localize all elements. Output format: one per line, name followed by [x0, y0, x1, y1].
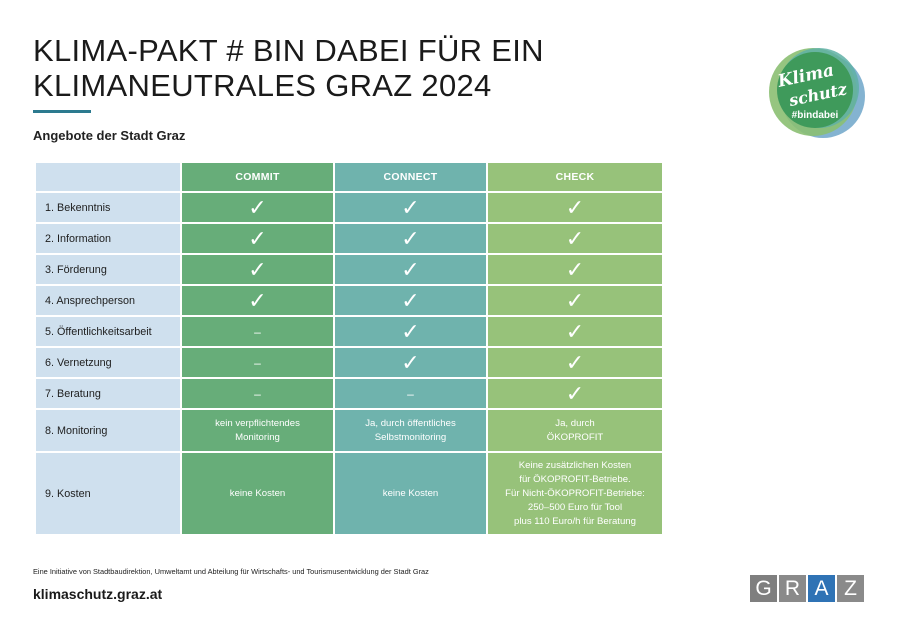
row-label: 5. Öffentlichkeitsarbeit [34, 315, 182, 348]
monitoring-connect-cell: Ja, durch öffentliches Selbstmonitoring [333, 408, 488, 453]
row-label: 7. Beratung [34, 377, 182, 410]
table-row: 4. Ansprechperson ✓ ✓ ✓ [34, 284, 664, 317]
cell-line: keine Kosten [382, 487, 439, 499]
cell-line: Ja, durch [555, 417, 595, 429]
check-icon: ✓ [180, 222, 335, 255]
cell-line: keine Kosten [229, 487, 286, 499]
costs-check-cell: Keine zusätzlichen Kosten für ÖKOPROFIT-… [486, 451, 664, 536]
costs-connect-cell: keine Kosten [333, 451, 488, 536]
row-label: 2. Information [34, 222, 182, 255]
cell-line: kein verpflichtendes [215, 417, 300, 429]
offer-table: COMMIT CONNECT CHECK 1. Bekenntnis ✓ ✓ ✓… [34, 161, 664, 536]
row-label: 9. Kosten [34, 451, 182, 536]
cell-line: Keine zusätzlichen Kosten [518, 459, 632, 471]
check-icon: ✓ [333, 315, 488, 348]
website-link[interactable]: klimaschutz.graz.at [33, 586, 163, 602]
check-icon: ✓ [333, 222, 488, 255]
check-icon: ✓ [333, 191, 488, 224]
cell-line: ÖKOPROFIT [546, 431, 604, 443]
monitoring-commit-cell: kein verpflichtendes Monitoring [180, 408, 335, 453]
cell-line: 250–500 Euro für Tool [527, 501, 623, 513]
cell-line: Selbstmonitoring [374, 431, 447, 443]
check-icon: ✓ [333, 253, 488, 286]
costs-commit-cell: keine Kosten [180, 451, 335, 536]
title-line-2: KLIMANEUTRALES GRAZ 2024 [33, 68, 492, 103]
check-icon: ✓ [333, 346, 488, 379]
check-icon: ✓ [180, 284, 335, 317]
cell-line: Für Nicht-ÖKOPROFIT-Betriebe: [505, 487, 645, 499]
dash-mark: – [180, 377, 335, 410]
title-underline [33, 110, 91, 113]
row-label: 6. Vernetzung [34, 346, 182, 379]
row-label: 4. Ansprechperson [34, 284, 182, 317]
check-icon: ✓ [486, 315, 664, 348]
graz-letter: A [808, 575, 835, 602]
table-row: 3. Förderung ✓ ✓ ✓ [34, 253, 664, 286]
column-header-commit: COMMIT [180, 161, 335, 193]
logo-hashtag: #bindabei [792, 110, 839, 121]
cell-line: plus 110 Euro/h für Beratung [514, 515, 636, 527]
logo-circle-dark-green [777, 52, 853, 128]
monitoring-check-cell: Ja, durch ÖKOPROFIT [486, 408, 664, 453]
table-row: 8. Monitoring kein verpflichtendes Monit… [34, 408, 664, 453]
page-title: KLIMA-PAKT # BIN DABEI FÜR EIN KLIMANEUT… [33, 33, 693, 103]
cell-line: für ÖKOPROFIT-Betriebe. [519, 473, 631, 485]
dash-mark: – [180, 346, 335, 379]
column-header-check: CHECK [486, 161, 664, 193]
row-label: 8. Monitoring [34, 408, 182, 453]
footer-note: Eine Initiative von Stadtbaudirektion, U… [33, 567, 429, 576]
table-header-row: COMMIT CONNECT CHECK [34, 161, 664, 193]
table-row: 9. Kosten keine Kosten keine Kosten Kein… [34, 451, 664, 536]
table-row: 1. Bekenntnis ✓ ✓ ✓ [34, 191, 664, 224]
klimaschutz-logo: Klima schutz #bindabei [769, 48, 865, 138]
table-row: 5. Öffentlichkeitsarbeit – ✓ ✓ [34, 315, 664, 348]
check-icon: ✓ [180, 253, 335, 286]
table-row: 6. Vernetzung – ✓ ✓ [34, 346, 664, 379]
subtitle: Angebote der Stadt Graz [33, 128, 186, 143]
column-header-connect: CONNECT [333, 161, 488, 193]
table-row: 2. Information ✓ ✓ ✓ [34, 222, 664, 255]
dash-mark: – [180, 315, 335, 348]
row-label: 3. Förderung [34, 253, 182, 286]
check-icon: ✓ [486, 284, 664, 317]
check-icon: ✓ [333, 284, 488, 317]
dash-mark: – [333, 377, 488, 410]
row-label: 1. Bekenntnis [34, 191, 182, 224]
check-icon: ✓ [486, 222, 664, 255]
header-empty-cell [34, 161, 182, 193]
check-icon: ✓ [486, 253, 664, 286]
title-line-1: KLIMA-PAKT # BIN DABEI FÜR EIN [33, 33, 544, 68]
graz-logo: G R A Z [750, 575, 864, 602]
check-icon: ✓ [180, 191, 335, 224]
check-icon: ✓ [486, 377, 664, 410]
table-row: 7. Beratung – – ✓ [34, 377, 664, 410]
cell-line: Ja, durch öffentliches [365, 417, 456, 429]
graz-letter: G [750, 575, 777, 602]
check-icon: ✓ [486, 191, 664, 224]
cell-line: Monitoring [235, 431, 280, 443]
check-icon: ✓ [486, 346, 664, 379]
graz-letter: Z [837, 575, 864, 602]
graz-letter: R [779, 575, 806, 602]
